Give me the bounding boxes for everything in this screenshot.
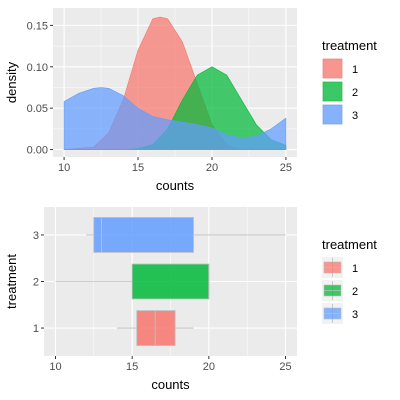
boxplot-y-axis-title: treatment — [4, 254, 19, 309]
box-1 — [136, 310, 176, 346]
density-y-tick-label: 0.00 — [27, 145, 48, 157]
density-y-tick-label: 0.05 — [27, 103, 48, 115]
density-x-tick-label: 15 — [132, 162, 144, 174]
boxplot-x-tick-label: 20 — [203, 361, 215, 373]
density-y-axis-title: density — [4, 61, 19, 103]
density-x-tick-label: 25 — [280, 162, 292, 174]
boxplot-y-tick-label: 3 — [33, 230, 39, 242]
box-3 — [93, 217, 194, 253]
density-legend-label-2: 2 — [352, 87, 358, 99]
density-x-axis-title: counts — [156, 178, 195, 193]
density-legend-key-1 — [322, 58, 343, 79]
density-legend-label-1: 1 — [352, 64, 358, 76]
box-2 — [131, 263, 210, 300]
density-y-tick-label: 0.15 — [27, 20, 48, 32]
density-x-tick-label: 20 — [206, 162, 218, 174]
boxplot-legend-title: treatment — [322, 237, 377, 252]
density-area-3 — [63, 87, 287, 150]
boxplot-legend-label-1: 1 — [352, 263, 358, 275]
boxplot-x-tick-label: 15 — [126, 361, 138, 373]
density-legend-label-3: 3 — [352, 110, 358, 122]
boxplot-legend-label-3: 3 — [352, 309, 358, 321]
density-x-tick-label: 10 — [58, 162, 70, 174]
density-legend-key-2 — [322, 81, 343, 102]
boxplot-y-tick-label: 1 — [33, 323, 39, 335]
boxplot-x-axis-title: counts — [151, 377, 190, 392]
density-y-tick-label: 0.10 — [27, 62, 48, 74]
density-legend-title: treatment — [322, 38, 377, 53]
density-legend-key-3 — [322, 104, 343, 125]
boxplot-y-tick-label: 2 — [33, 277, 39, 289]
boxplot-x-tick-label: 25 — [279, 361, 291, 373]
boxplot-legend-label-2: 2 — [352, 286, 358, 298]
boxplot-x-tick-label: 10 — [49, 361, 61, 373]
